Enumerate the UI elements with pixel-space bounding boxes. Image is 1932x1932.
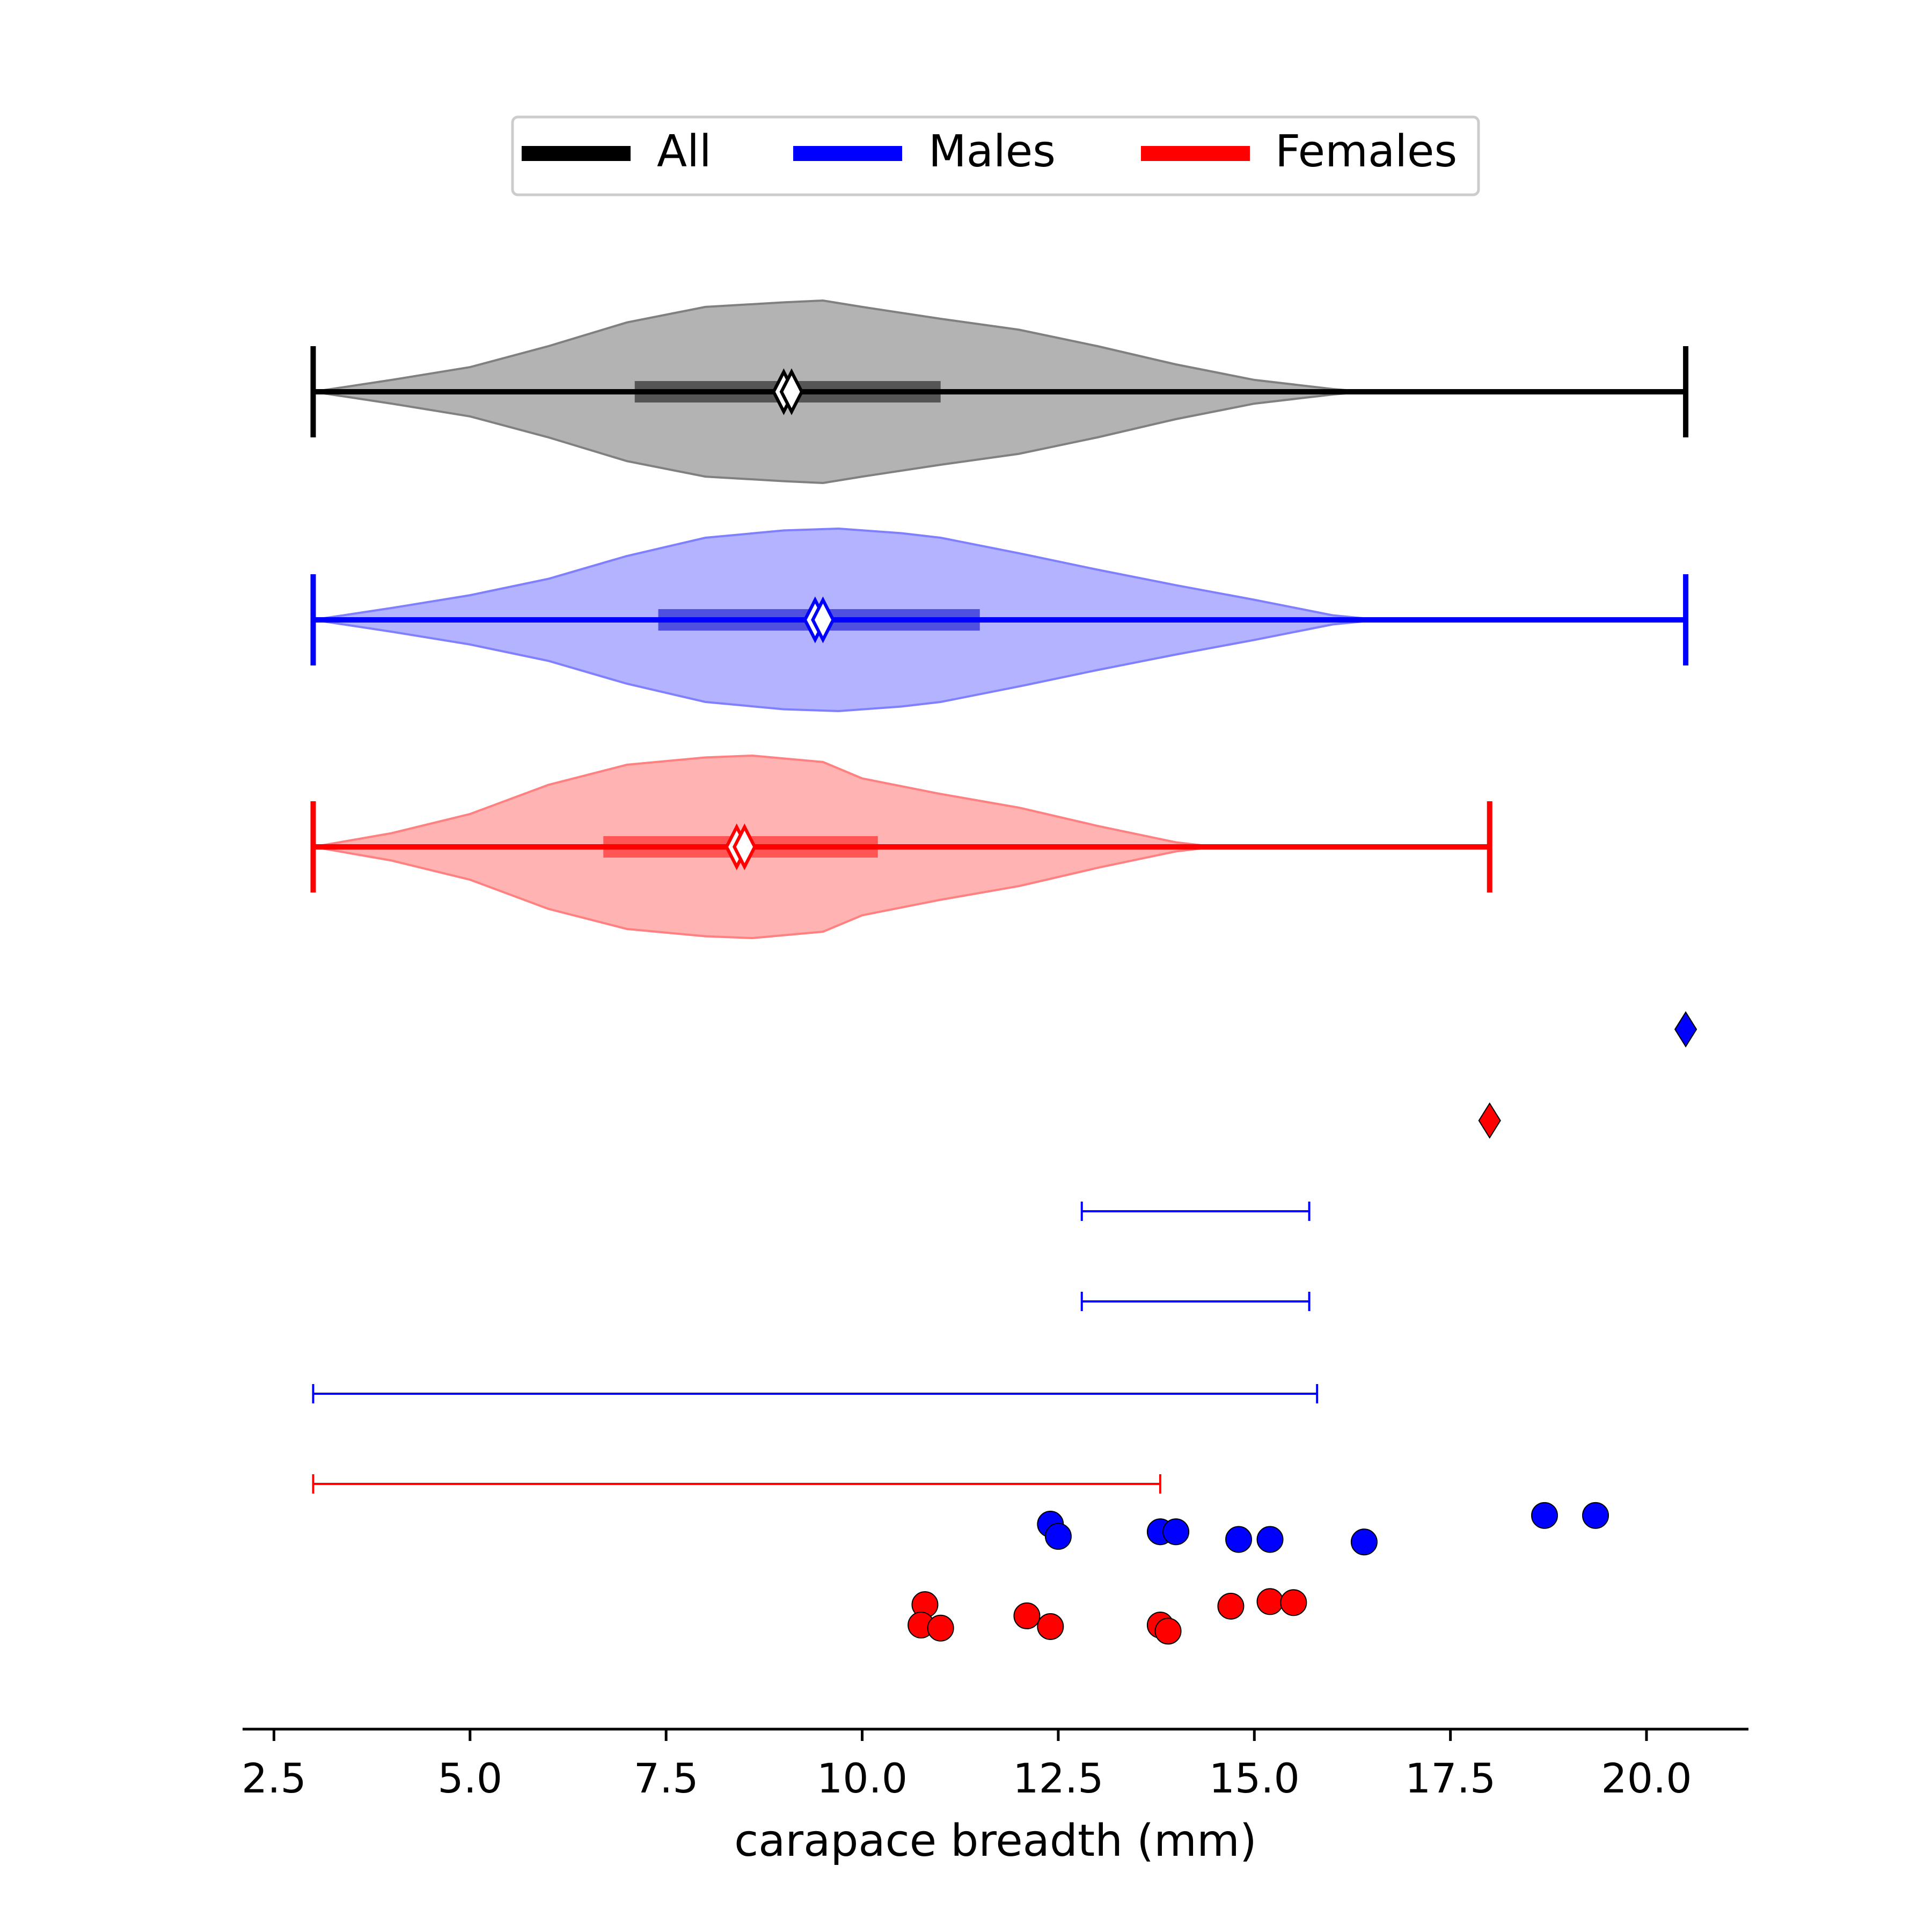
point-males-1 [1044,1523,1072,1550]
legend-swatch-males [793,146,902,161]
marker-males-0 [1674,1011,1697,1048]
point-females-17 [1256,1588,1284,1615]
x-axis: 2.5 5.0 7.5 10.0 12.5 15.0 17.5 20.0 carapace b… [241,1728,1748,1867]
point-females-11 [927,1614,954,1642]
x-tick-label: 10.0 [817,1754,908,1802]
legend: All Males Females [511,115,1480,196]
point-females-16 [1217,1592,1245,1620]
mean-marker-females [732,823,757,870]
x-axis-label: carapace breadth (mm) [734,1816,1257,1867]
point-females-18 [1280,1589,1307,1616]
x-tick-label: 17.5 [1405,1754,1496,1802]
mean-marker-all [779,368,804,415]
marker-females-1 [1478,1102,1501,1139]
legend-frame [511,115,1480,196]
point-males-4 [1225,1526,1253,1553]
point-females-13 [1037,1613,1064,1640]
point-males-6 [1350,1528,1378,1556]
legend-swatch-females [1141,146,1250,161]
legend-label-males: Males [928,126,1056,177]
point-males-8 [1582,1502,1609,1529]
x-tick-label: 15.0 [1209,1754,1300,1802]
point-males-5 [1256,1526,1284,1553]
point-males-3 [1162,1518,1190,1546]
plot-area [310,299,1697,1645]
legend-label-females: Females [1275,126,1457,177]
x-tick-label: 2.5 [241,1754,306,1802]
x-tick-label: 12.5 [1013,1754,1103,1802]
legend-swatch-all [522,146,631,161]
x-tick-label: 20.0 [1601,1754,1692,1802]
point-females-12 [1013,1602,1041,1629]
mean-marker-males [811,596,835,643]
x-ticks: 2.5 5.0 7.5 10.0 12.5 15.0 17.5 20.0 [241,1729,1692,1802]
x-tick-label: 5.0 [437,1754,502,1802]
x-tick-label: 7.5 [634,1754,699,1802]
legend-label-all: All [657,126,712,177]
point-males-7 [1531,1502,1558,1529]
point-females-15 [1154,1618,1182,1645]
